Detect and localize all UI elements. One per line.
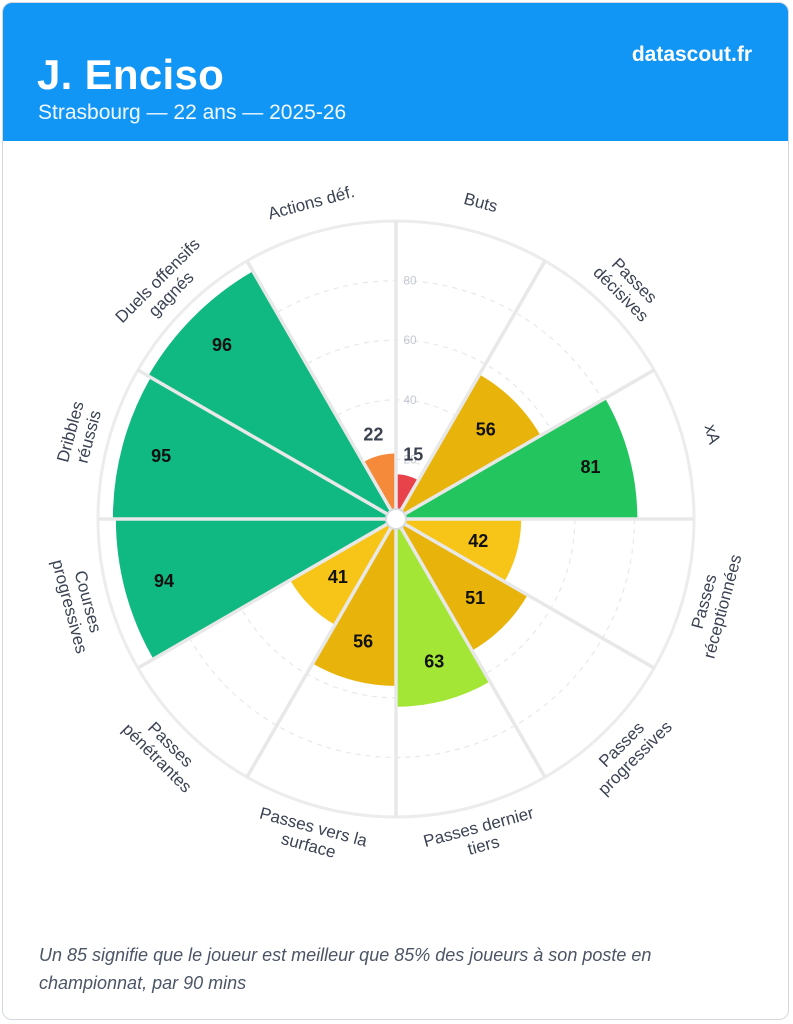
category-label-line: Actions déf. [266,182,357,223]
bar-courses-progressives [115,519,396,660]
bar-passes-vers-la-surface [312,519,396,686]
value-label: 56 [353,632,373,652]
header: J. Enciso Strasbourg — 22 ans — 2025-26 … [3,3,788,141]
bar-passes-progressives [396,519,528,651]
r-tick-label: 80 [403,274,417,288]
player-name: J. Enciso [37,51,225,98]
category-label-line: xA [701,422,725,447]
category-label: Actions déf. [266,182,357,223]
category-label: xA [701,422,725,447]
radial-divider [137,368,397,521]
value-label: 51 [465,588,485,608]
value-label: 94 [154,571,174,591]
bar-duels-offensifs-gagnés [148,271,396,519]
radial-divider [394,518,547,778]
value-label: 22 [363,424,383,444]
category-label: Buts [462,189,500,216]
bar-dribbles-réussis [112,377,397,519]
bar-passes-décisives [396,374,541,519]
source-label: datascout.fr [631,43,752,66]
value-label: 42 [468,531,488,551]
value-label: 56 [476,419,496,439]
bar-passes-dernier-tiers [396,519,490,707]
player-subtitle: Strasbourg — 22 ans — 2025-26 [38,101,347,124]
radar-chart: 20406080155681425163564194959622ButsPass… [48,182,746,862]
value-label: 15 [403,445,423,465]
value-label: 81 [581,457,601,477]
radial-divider [395,517,655,670]
radial-divider [137,517,397,670]
radial-divider [394,260,547,520]
bar-passes-pénétrantes [290,519,396,625]
footnote: Un 85 signifie que le joueur est meilleu… [39,945,652,993]
radial-divider [245,518,398,778]
value-label: 41 [328,567,348,587]
radial-divider [395,368,655,521]
bar-xa [396,398,638,519]
r-tick-label: 60 [403,333,417,347]
radial-divider [245,260,398,520]
radar-center [385,508,407,530]
value-label: 95 [151,446,171,466]
r-tick-label: 20 [403,452,417,466]
category-label-line: Buts [462,189,500,216]
bar-passes-réceptionnées [396,519,522,582]
value-label: 96 [212,335,232,355]
value-label: 63 [424,652,444,672]
r-tick-label: 40 [403,393,417,407]
